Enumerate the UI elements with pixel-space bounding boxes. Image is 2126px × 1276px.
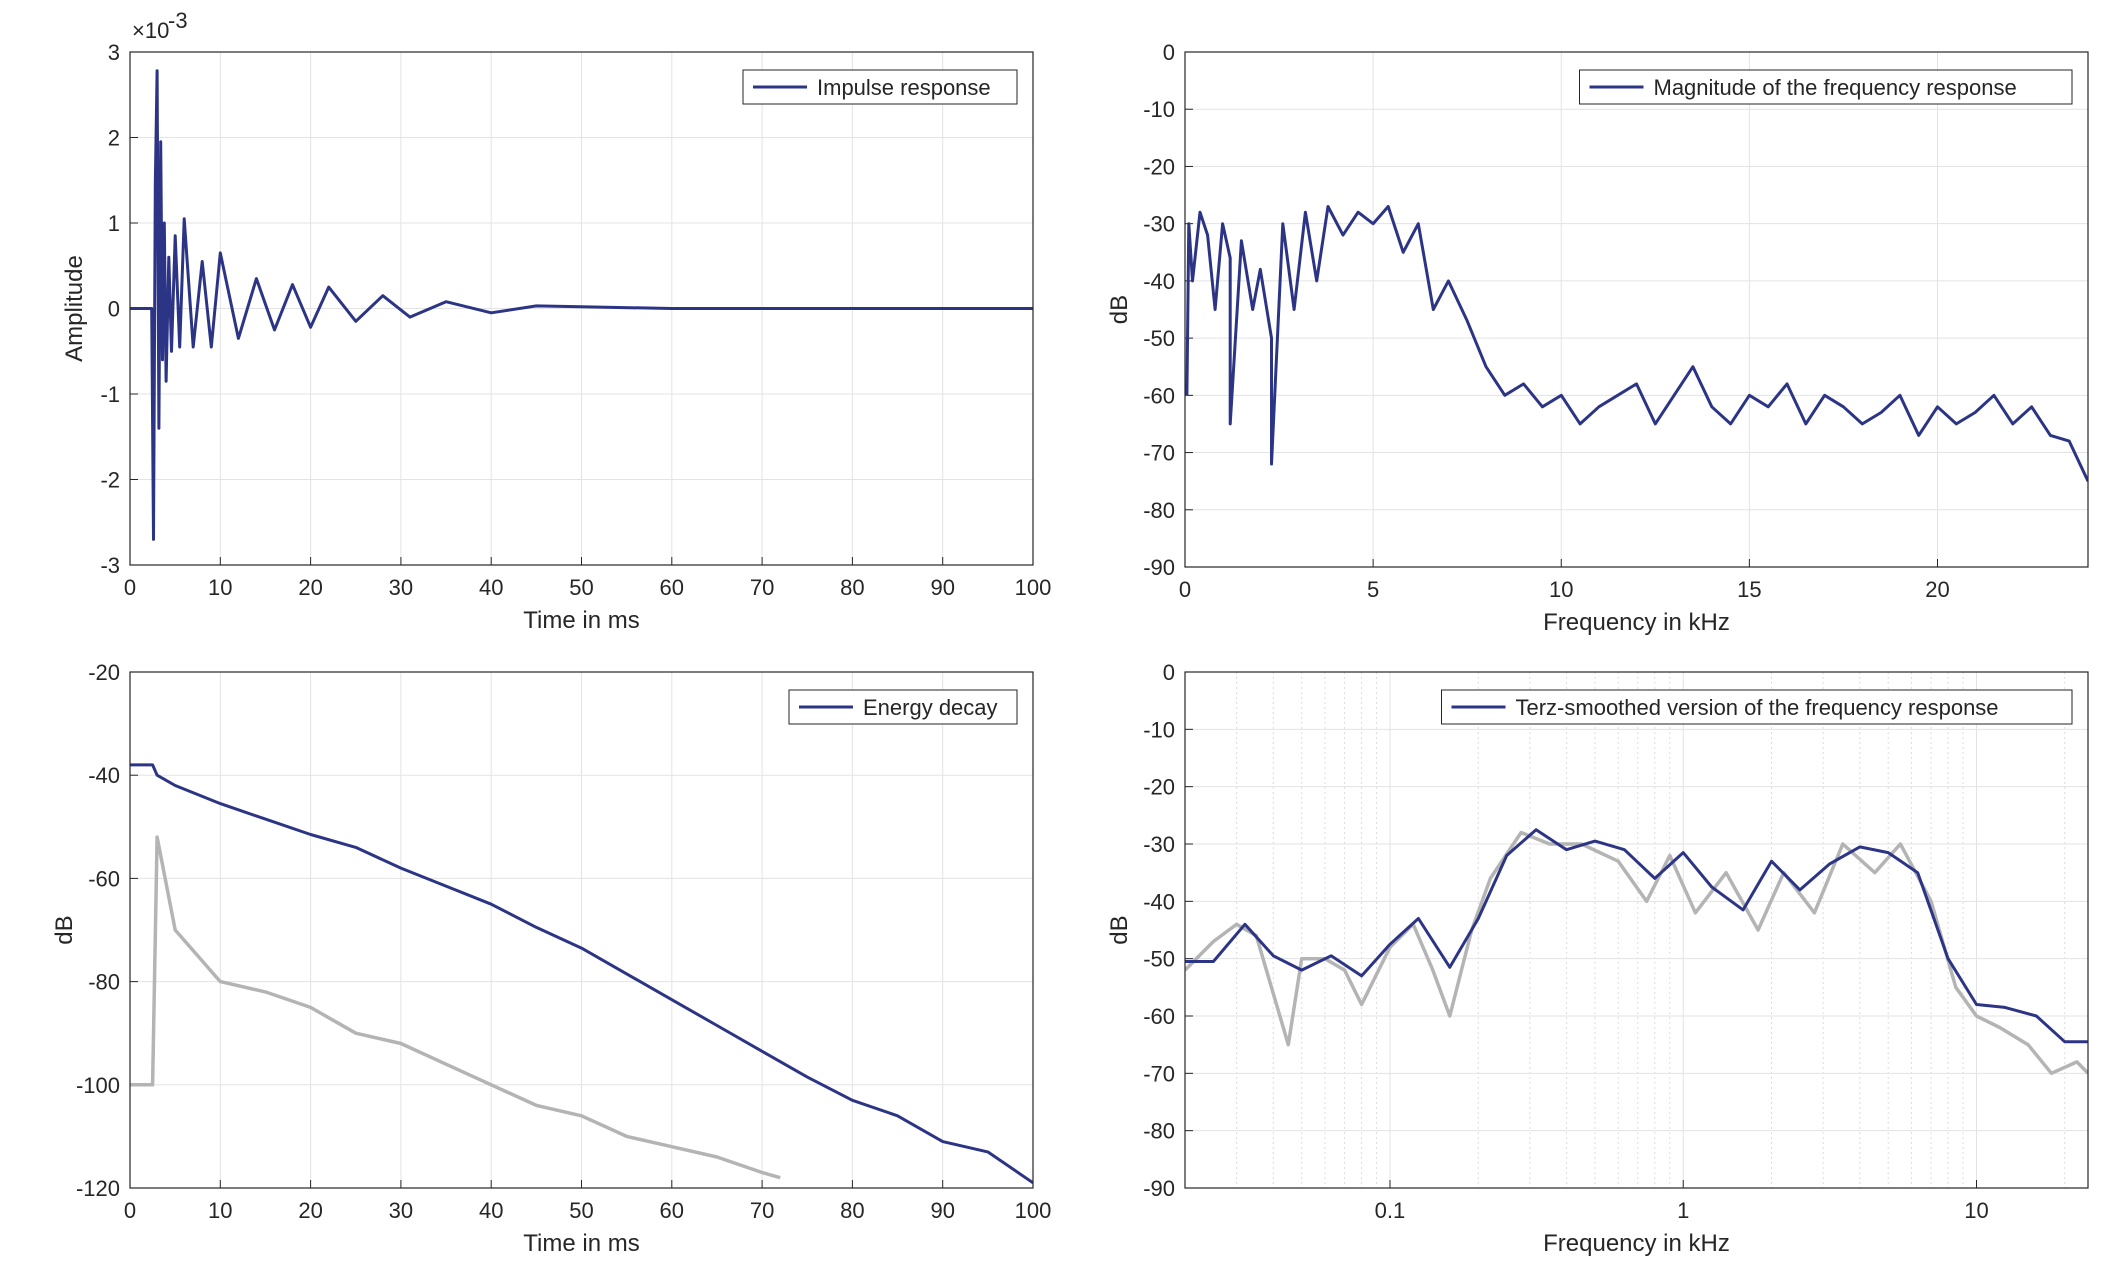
y-axis-label: dB bbox=[1106, 915, 1133, 944]
x-tick-label: 50 bbox=[569, 1198, 593, 1223]
legend: Terz-smoothed version of the frequency r… bbox=[1441, 689, 2073, 725]
chart-terz: 0.1 1 10 0 -10 -20 -30 -40 -50 -60 -70 -80 -90 Freque… bbox=[1106, 660, 2089, 1257]
x-tick-label: 0 bbox=[124, 1198, 136, 1223]
y-tick-label: -10 bbox=[1143, 97, 1175, 122]
series-line bbox=[1185, 828, 2088, 1044]
x-tick-label: 40 bbox=[479, 1198, 503, 1223]
y-tick-label: -30 bbox=[1143, 832, 1175, 857]
axes-frame bbox=[1184, 51, 2089, 568]
y-tick-label: -10 bbox=[1143, 717, 1175, 742]
x-tick-label: 100 bbox=[1015, 575, 1052, 600]
y-tick-label: -90 bbox=[1143, 1176, 1175, 1201]
y-tick-label: -40 bbox=[1143, 889, 1175, 914]
x-tick-label: 20 bbox=[1925, 577, 1949, 602]
x-tick-label: 0 bbox=[1179, 577, 1191, 602]
legend-label: Impulse response bbox=[817, 75, 991, 100]
y-tick-label: 1 bbox=[108, 211, 120, 236]
chart-magnitude: 0 5 10 15 20 0 -10 -20 -30 -40 -50 -60 -70 -80 -90 Freq… bbox=[1106, 40, 2089, 636]
chart-energy: 0 10 20 30 40 50 60 70 80 90 100 -20 -40 -60 -80 -100 -1… bbox=[51, 660, 1051, 1257]
y-tick-label: -80 bbox=[88, 970, 120, 995]
legend: Magnitude of the frequency response bbox=[1579, 69, 2073, 105]
x-tick-label: 10 bbox=[1549, 577, 1573, 602]
x-tick-label: 0 bbox=[124, 575, 136, 600]
x-tick-label: 70 bbox=[750, 1198, 774, 1223]
exponent-label: ×10 bbox=[132, 18, 169, 43]
y-tick-label: -50 bbox=[1143, 947, 1175, 972]
x-tick-label: 90 bbox=[930, 1198, 954, 1223]
y-tick-label: -60 bbox=[1143, 1004, 1175, 1029]
y-tick-label: -80 bbox=[1143, 498, 1175, 523]
x-tick-label: 1 bbox=[1677, 1198, 1689, 1223]
x-tick-label: 50 bbox=[569, 575, 593, 600]
x-axis-label: Frequency in kHz bbox=[1543, 1230, 1730, 1257]
x-tick-label: 5 bbox=[1367, 577, 1379, 602]
y-tick-label: -90 bbox=[1143, 555, 1175, 580]
series-line bbox=[1185, 205, 2088, 482]
y-tick-label: -70 bbox=[1143, 1061, 1175, 1086]
y-tick-label: -20 bbox=[1143, 775, 1175, 800]
x-axis-label: Time in ms bbox=[523, 1230, 639, 1257]
y-tick-label: -40 bbox=[1143, 269, 1175, 294]
x-tick-label: 40 bbox=[479, 575, 503, 600]
legend-label: Magnitude of the frequency response bbox=[1654, 75, 2017, 100]
y-axis-label: dB bbox=[51, 915, 78, 944]
legend-box bbox=[1579, 69, 2073, 105]
y-tick-label: 0 bbox=[1163, 660, 1175, 685]
x-tick-label: 10 bbox=[208, 575, 232, 600]
legend-label: Energy decay bbox=[863, 695, 998, 720]
x-tick-label: 100 bbox=[1015, 1198, 1052, 1223]
x-tick-label: 60 bbox=[660, 575, 684, 600]
y-tick-label: -80 bbox=[1143, 1119, 1175, 1144]
y-tick-label: 3 bbox=[108, 40, 120, 65]
legend: Energy decay bbox=[788, 689, 1018, 725]
y-tick-label: -3 bbox=[100, 553, 120, 578]
background-series-line bbox=[130, 835, 781, 1180]
x-tick-label: 80 bbox=[840, 575, 864, 600]
x-tick-label: 0.1 bbox=[1375, 1198, 1406, 1223]
y-tick-label: -1 bbox=[100, 382, 120, 407]
x-tick-label: 10 bbox=[208, 1198, 232, 1223]
series-line bbox=[130, 763, 1033, 1185]
x-tick-label: 70 bbox=[750, 575, 774, 600]
y-tick-label: -120 bbox=[76, 1176, 120, 1201]
y-axis-label: Amplitude bbox=[61, 255, 88, 362]
exponent-power: -3 bbox=[168, 8, 188, 33]
x-tick-label: 15 bbox=[1737, 577, 1761, 602]
y-tick-label: -20 bbox=[88, 660, 120, 685]
y-tick-label: -60 bbox=[88, 866, 120, 891]
y-tick-label: -60 bbox=[1143, 383, 1175, 408]
x-tick-label: 90 bbox=[930, 575, 954, 600]
x-tick-label: 20 bbox=[298, 1198, 322, 1223]
axes-frame bbox=[129, 671, 1034, 1189]
y-tick-label: -50 bbox=[1143, 326, 1175, 351]
x-tick-label: 30 bbox=[389, 575, 413, 600]
x-axis-label: Time in ms bbox=[523, 607, 639, 634]
y-tick-label: 0 bbox=[108, 297, 120, 322]
y-axis-label: dB bbox=[1106, 295, 1133, 324]
legend-box bbox=[1441, 689, 2073, 725]
legend: Impulse response bbox=[742, 69, 1018, 105]
y-tick-label: -20 bbox=[1143, 154, 1175, 179]
axes-frame bbox=[129, 51, 1034, 566]
plot-area bbox=[1185, 672, 2088, 1188]
y-tick-label: -30 bbox=[1143, 212, 1175, 237]
y-tick-label: -100 bbox=[76, 1073, 120, 1098]
x-tick-label: 10 bbox=[1964, 1198, 1988, 1223]
y-tick-label: 0 bbox=[1163, 40, 1175, 65]
x-tick-label: 80 bbox=[840, 1198, 864, 1223]
x-tick-label: 60 bbox=[660, 1198, 684, 1223]
y-tick-label: -40 bbox=[88, 763, 120, 788]
y-tick-label: -70 bbox=[1143, 441, 1175, 466]
axes-frame bbox=[1184, 671, 2089, 1189]
y-tick-label: 2 bbox=[108, 126, 120, 151]
x-axis-label: Frequency in kHz bbox=[1543, 609, 1730, 636]
series-line bbox=[130, 69, 1033, 541]
plot-area bbox=[1185, 52, 2088, 567]
x-tick-label: 30 bbox=[389, 1198, 413, 1223]
x-tick-label: 20 bbox=[298, 575, 322, 600]
legend-label: Terz-smoothed version of the frequency r… bbox=[1516, 695, 1999, 720]
y-tick-label: -2 bbox=[100, 468, 120, 493]
